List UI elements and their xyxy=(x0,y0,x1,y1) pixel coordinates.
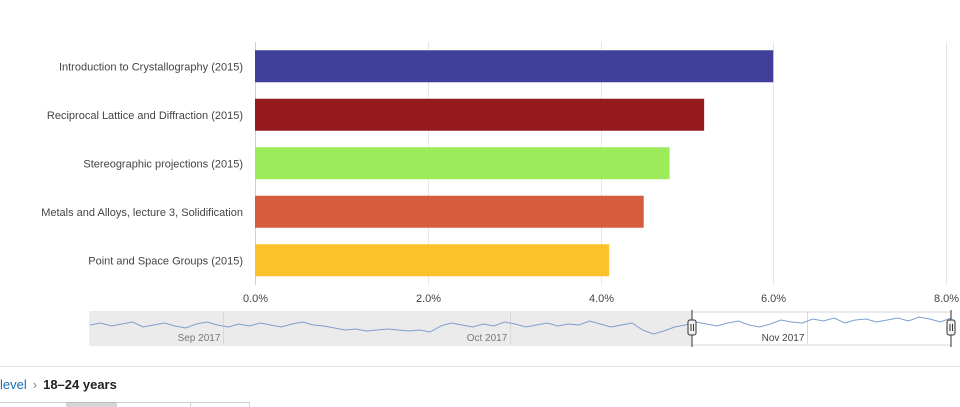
x-tick-label: 6.0% xyxy=(761,293,786,305)
navigator-month-label: Oct 2017 xyxy=(467,333,508,344)
category-label: Metals and Alloys, lecture 3, Solidifica… xyxy=(41,207,243,219)
tab-3[interactable] xyxy=(116,402,191,407)
bar[interactable] xyxy=(255,98,705,131)
breadcrumb: level › 18–24 years xyxy=(0,376,117,394)
breadcrumb-separator: › xyxy=(32,377,38,392)
breadcrumb-parent-link[interactable]: level xyxy=(0,377,27,392)
navigator-unselected-mask xyxy=(90,312,692,345)
x-tick-label: 4.0% xyxy=(589,293,614,305)
x-tick-label: 2.0% xyxy=(416,293,441,305)
bar[interactable] xyxy=(255,147,670,180)
tab-strip xyxy=(0,402,250,407)
x-tick-labels: 0.0% 2.0% 4.0% 6.0% 8.0% xyxy=(243,293,959,305)
navigator-trend-line xyxy=(89,316,952,335)
x-tick-label: 8.0% xyxy=(934,293,959,305)
section-divider xyxy=(0,366,960,367)
tab-4[interactable] xyxy=(190,402,250,407)
category-label: Reciprocal Lattice and Diffraction (2015… xyxy=(47,110,243,122)
bar[interactable] xyxy=(255,195,644,228)
category-label: Introduction to Crystallography (2015) xyxy=(59,61,243,73)
category-labels: Introduction to Crystallography (2015) Re… xyxy=(41,61,243,267)
bar[interactable] xyxy=(255,244,610,277)
navigator-month-label: Nov 2017 xyxy=(762,333,805,344)
navigator-left-handle[interactable] xyxy=(687,319,697,336)
navigator-month-label: Sep 2017 xyxy=(178,333,221,344)
category-label: Stereographic projections (2015) xyxy=(83,158,243,170)
x-tick-label: 0.0% xyxy=(243,293,268,305)
bar[interactable] xyxy=(255,50,774,83)
tab-2[interactable] xyxy=(66,402,116,407)
navigator-right-handle[interactable] xyxy=(946,319,956,336)
category-label: Point and Space Groups (2015) xyxy=(88,255,243,267)
breadcrumb-current: 18–24 years xyxy=(43,377,117,392)
tab-1[interactable] xyxy=(0,402,66,407)
bars xyxy=(255,50,774,277)
bar-chart: Introduction to Crystallography (2015) Re… xyxy=(41,42,959,347)
range-navigator[interactable]: Sep 2017 Oct 2017 Nov 2017 xyxy=(89,310,956,347)
